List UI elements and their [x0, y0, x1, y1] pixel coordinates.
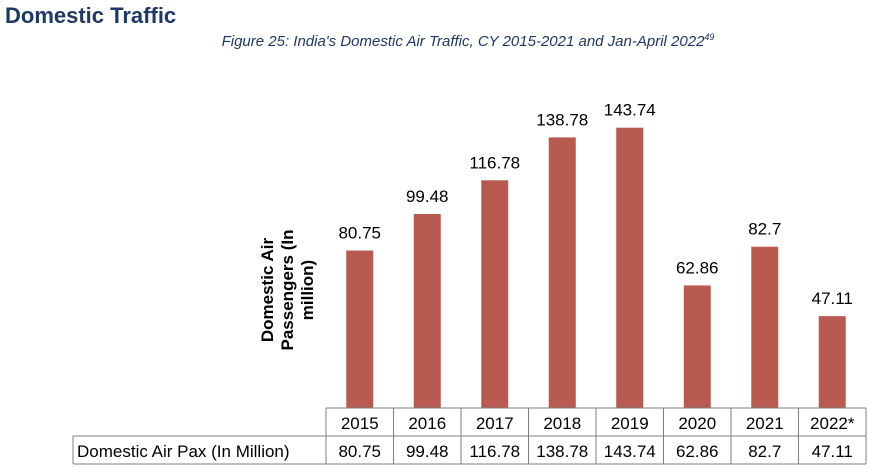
section-heading: Domestic Traffic [5, 3, 177, 28]
data-label-2020: 62.86 [676, 258, 719, 277]
x-tick-label: 2020 [678, 414, 716, 433]
table-cell-value: 138.78 [536, 442, 588, 461]
x-tick-label: 2016 [408, 414, 446, 433]
bar-2018 [548, 137, 576, 408]
table-cell-value: 99.48 [406, 442, 449, 461]
x-tick-label: 2017 [476, 414, 514, 433]
caption-footnote: 49 [704, 32, 715, 42]
table-cell-value: 82.7 [748, 442, 781, 461]
x-tick-label: 2021 [746, 414, 784, 433]
bar-2019 [616, 127, 644, 408]
data-label-2017: 116.78 [469, 153, 520, 172]
x-tick-label: 2015 [341, 414, 379, 433]
data-label-2022*: 47.11 [812, 289, 853, 308]
bar-2016 [413, 214, 441, 408]
data-label-2016: 99.48 [406, 187, 449, 206]
bar-2022* [818, 316, 846, 408]
data-label-2018: 138.78 [536, 110, 588, 129]
x-tick-label: 2018 [543, 414, 581, 433]
table-cell-value: 62.86 [676, 442, 719, 461]
table-cell-value: 116.78 [469, 442, 520, 461]
bar-2015 [346, 250, 374, 408]
data-label-2021: 82.7 [748, 220, 781, 239]
bar-2017 [481, 180, 509, 408]
x-tick-label: 2022* [810, 414, 855, 433]
bar-2020 [683, 285, 711, 408]
data-label-2019: 143.74 [604, 101, 656, 120]
table-cell-value: 80.75 [338, 442, 381, 461]
caption-text: Figure 25: India's Domestic Air Traffic,… [221, 33, 705, 50]
table-cell-value: 143.74 [604, 442, 656, 461]
data-label-2015: 80.75 [338, 224, 381, 243]
table-cell-value: 47.11 [812, 442, 853, 461]
x-tick-label: 2019 [611, 414, 649, 433]
figure-caption: Figure 25: India's Domestic Air Traffic,… [0, 32, 876, 50]
bar-2021 [751, 246, 779, 408]
table-row-label: Domestic Air Pax (In Million) [77, 442, 290, 461]
